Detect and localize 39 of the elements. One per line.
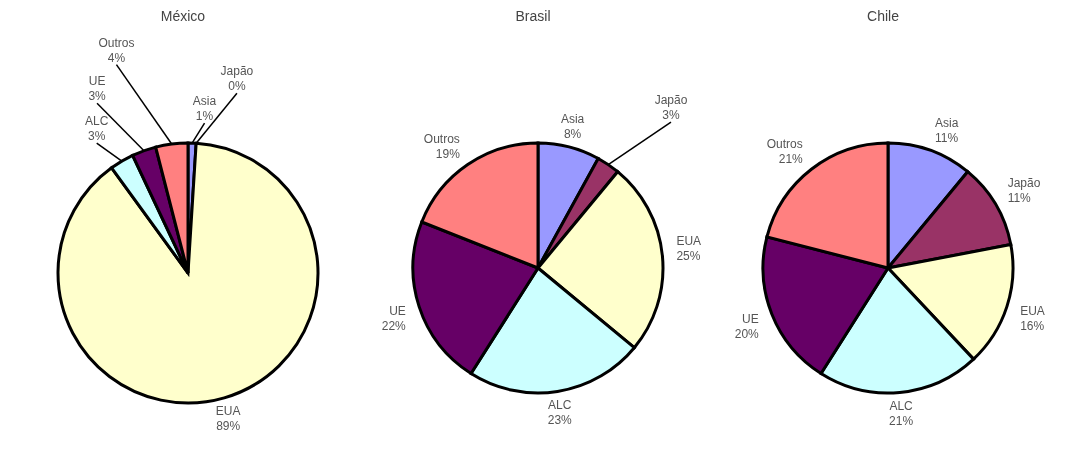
chart-title: México [160,8,206,26]
data-label: 19% [435,147,461,162]
data-label: 21% [889,414,914,429]
slice-label: EUA [1020,303,1045,318]
data-label: 1% [195,109,214,124]
data-label: 3% [88,89,107,104]
slice-label: Outros [98,35,135,50]
data-label: 89% [216,419,241,434]
slice-label: Asia [192,94,217,109]
data-label: 8% [563,127,582,142]
slice-label: ALC [889,399,914,414]
slice-label: EUA [215,404,241,419]
data-label: 3% [662,108,680,123]
data-label: 20% [734,327,760,342]
slice-label: Outros [423,132,460,147]
slice-label: UE [389,303,406,318]
text: 0% [228,79,246,94]
chart-title: Brasil [515,8,551,26]
slice-label: ALC [85,114,109,129]
category-label: Japão [220,64,254,79]
slice-label: Asia [560,112,585,127]
slice-label: Japão [654,93,688,108]
slice-label: ALC [548,398,572,413]
data-label: 22% [381,318,407,333]
slice-label: EUA [676,233,702,248]
data-label: 16% [1020,318,1045,333]
data-label: 11% [935,131,959,146]
slice-label: Asia [935,116,959,131]
data-label: 4% [107,50,126,65]
slice-label: Outros [766,137,803,152]
data-label: 25% [676,248,701,263]
data-label: 3% [88,129,106,144]
data-label: 23% [547,413,573,428]
data-label: 11% [1007,191,1032,206]
slice-label: Japão [1007,176,1041,191]
data-label: 21% [778,152,804,167]
slice-label: UE [88,74,106,89]
chart-title: Chile [867,8,899,26]
slice-label: UE [742,312,759,327]
